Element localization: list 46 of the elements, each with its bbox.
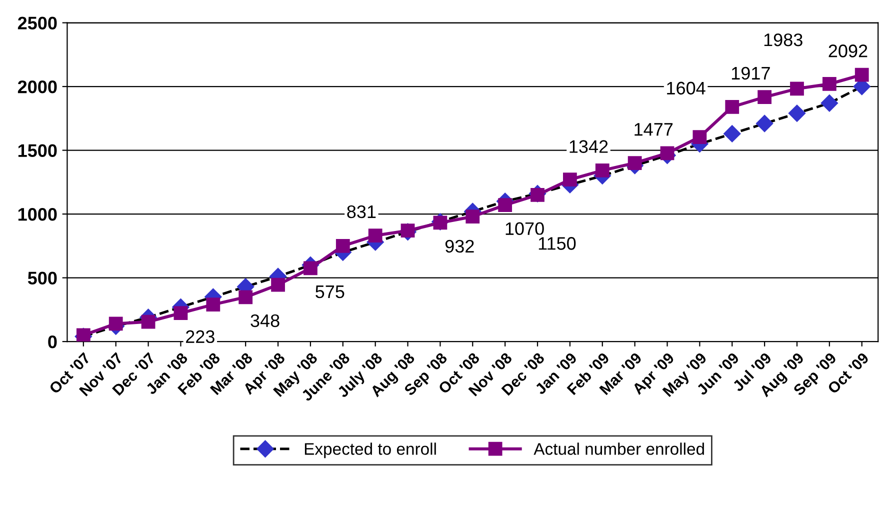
point <box>271 278 285 292</box>
data-label: 1604 <box>667 82 706 95</box>
y-tick-label: 2500 <box>18 16 57 30</box>
data-label: 1917 <box>732 66 770 80</box>
y-tick-label: 500 <box>28 272 57 285</box>
point <box>304 261 318 276</box>
legend-label: Expected to enroll <box>304 442 436 458</box>
point <box>820 94 838 112</box>
y-tick-label: 2000 <box>18 80 57 94</box>
data-label: 1070 <box>506 222 544 236</box>
point <box>692 130 707 144</box>
point <box>238 290 253 304</box>
data-label: 1983 <box>764 33 802 46</box>
point <box>108 316 123 331</box>
data-label: 1150 <box>538 237 576 250</box>
y-tick-label: 1500 <box>18 144 57 157</box>
point <box>725 100 740 114</box>
point <box>756 114 774 132</box>
point <box>498 198 512 212</box>
point <box>336 238 350 253</box>
data-label: 2092 <box>828 44 868 58</box>
data-label: 1477 <box>634 123 673 136</box>
point <box>660 146 674 160</box>
point <box>790 82 804 96</box>
data-label: 831 <box>347 205 376 218</box>
point <box>368 228 382 243</box>
point <box>758 90 772 104</box>
y-tick-label: 0 <box>48 335 57 348</box>
data-label: 932 <box>445 240 474 253</box>
point <box>174 306 188 320</box>
point <box>595 163 610 178</box>
point <box>854 68 869 82</box>
point <box>563 172 577 187</box>
data-label: 1342 <box>570 140 608 153</box>
legend-label: Actual number enrolled <box>534 442 704 455</box>
point <box>724 125 741 142</box>
point <box>466 210 480 224</box>
point <box>822 77 836 91</box>
data-label: 223 <box>186 330 214 344</box>
point <box>141 314 156 329</box>
data-label: 348 <box>250 314 280 328</box>
y-tick-label: 1000 <box>18 208 57 221</box>
point <box>206 298 220 312</box>
point <box>788 104 806 122</box>
data-label: 575 <box>316 286 344 298</box>
point <box>628 156 642 170</box>
